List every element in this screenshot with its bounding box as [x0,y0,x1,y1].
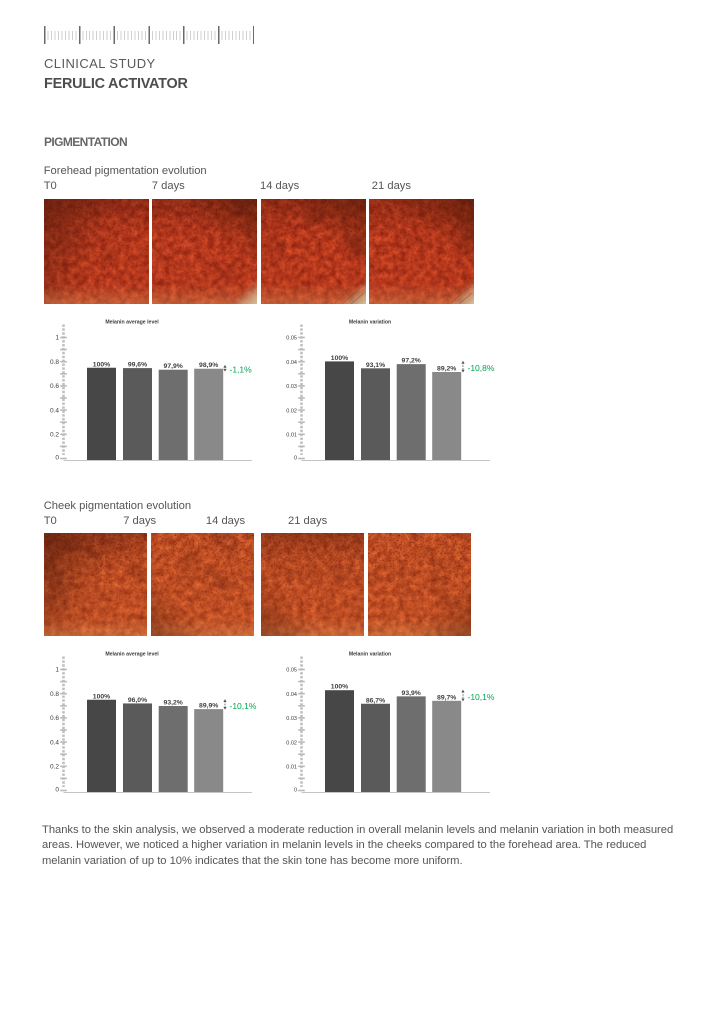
svg-text:100%: 100% [93,361,110,368]
svg-text:Melanin variation: Melanin variation [349,652,391,658]
svg-text:100%: 100% [331,355,348,362]
svg-text:0.04: 0.04 [286,692,297,698]
svg-text:1: 1 [55,335,59,342]
svg-text:0.05: 0.05 [286,336,297,342]
svg-text:100%: 100% [331,684,348,691]
svg-text:89,7%: 89,7% [437,694,456,701]
svg-text:89,9%: 89,9% [199,703,218,710]
svg-text:98,9%: 98,9% [199,362,218,369]
svg-text:97,9%: 97,9% [164,363,183,370]
svg-text:89,2%: 89,2% [437,366,456,373]
svg-text:-1,1%: -1,1% [230,365,253,375]
svg-text:0.01: 0.01 [286,765,297,771]
svg-text:96,0%: 96,0% [128,697,147,704]
svg-text:0.4: 0.4 [50,407,59,414]
svg-text:0.8: 0.8 [50,359,59,366]
svg-text:Melanin variation: Melanin variation [349,320,391,326]
svg-text:-10,1%: -10,1% [230,701,257,711]
svg-text:93,2%: 93,2% [164,700,183,707]
svg-text:0.02: 0.02 [286,408,297,414]
svg-text:-10,1%: -10,1% [468,692,495,702]
svg-text:97,2%: 97,2% [402,358,421,365]
svg-text:0.8: 0.8 [50,691,59,698]
svg-text:0.2: 0.2 [50,432,59,439]
svg-text:0.2: 0.2 [50,764,59,771]
svg-text:0.4: 0.4 [50,739,59,746]
svg-text:0: 0 [55,787,59,794]
svg-text:100%: 100% [93,693,110,700]
svg-text:86,7%: 86,7% [366,697,385,704]
svg-text:0: 0 [55,455,59,462]
svg-text:0: 0 [294,788,297,794]
svg-text:1: 1 [55,667,59,674]
svg-text:0.01: 0.01 [286,433,297,439]
svg-text:0.03: 0.03 [286,716,297,722]
svg-text:0.03: 0.03 [286,384,297,390]
svg-text:0.05: 0.05 [286,668,297,674]
svg-text:0.02: 0.02 [286,740,297,746]
svg-text:-10,8%: -10,8% [468,363,495,373]
svg-text:Melanin average level: Melanin average level [105,652,159,658]
svg-text:0: 0 [294,456,297,462]
svg-text:93,1%: 93,1% [366,362,385,369]
svg-text:0.6: 0.6 [50,383,59,390]
svg-text:0.6: 0.6 [50,715,59,722]
svg-text:99,6%: 99,6% [128,362,147,369]
svg-text:0.04: 0.04 [286,360,297,366]
svg-text:Melanin average level: Melanin average level [105,320,159,326]
svg-text:93,9%: 93,9% [402,690,421,697]
